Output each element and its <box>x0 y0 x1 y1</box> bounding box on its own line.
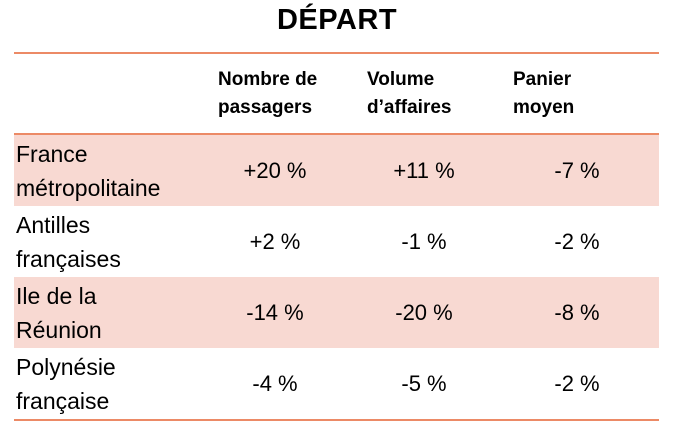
cell-passagers: -4 % <box>252 371 298 396</box>
cell-panier: -8 % <box>554 300 600 325</box>
row-label: France métropolitaine <box>16 141 161 201</box>
header-volume: Volume d’affaires <box>367 69 452 118</box>
row-label: Ile de la Réunion <box>16 283 102 343</box>
row-label: Antilles françaises <box>16 212 121 272</box>
table-row: Ile de la Réunion -14 % -20 % -8 % <box>14 277 659 348</box>
cell-passagers: -14 % <box>246 300 304 325</box>
header-panier: Panier moyen <box>513 69 575 118</box>
table-row: Antilles françaises +2 % -1 % -2 % <box>14 206 659 277</box>
data-table: Nombre de passagers Volume d’affaires Pa… <box>14 52 659 421</box>
cell-panier: -7 % <box>554 158 600 183</box>
header-passagers: Nombre de passagers <box>218 69 318 118</box>
row-label: Polynésie française <box>16 354 116 414</box>
table-top-rule <box>14 52 659 54</box>
table-row: Polynésie française -4 % -5 % -2 % <box>14 348 659 419</box>
table-bottom-rule <box>14 419 659 421</box>
cell-volume: -20 % <box>395 300 453 325</box>
header-rule <box>14 133 659 135</box>
cell-passagers: +20 % <box>243 158 307 183</box>
page-title: DÉPART <box>276 4 398 36</box>
cell-passagers: +2 % <box>249 229 301 254</box>
cell-panier: -2 % <box>554 371 600 396</box>
table-header-row: Nombre de passagers Volume d’affaires Pa… <box>14 54 659 133</box>
table-row: France métropolitaine +20 % +11 % -7 % <box>14 135 659 206</box>
cell-volume: -5 % <box>401 371 447 396</box>
cell-panier: -2 % <box>554 229 600 254</box>
cell-volume: -1 % <box>401 229 447 254</box>
cell-volume: +11 % <box>393 158 455 183</box>
